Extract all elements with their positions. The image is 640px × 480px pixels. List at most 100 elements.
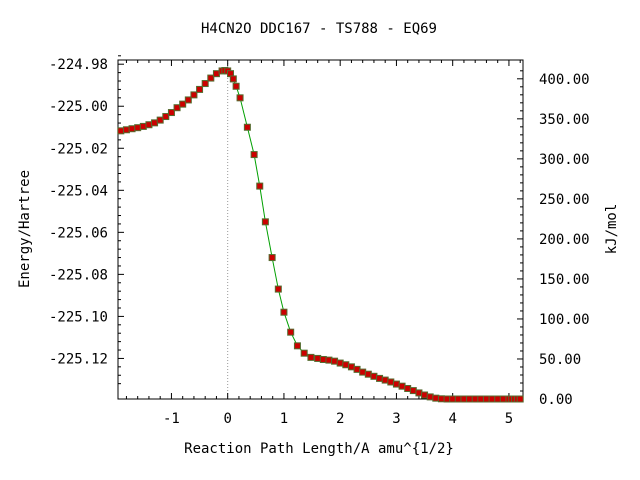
y2-tick-label: 400.00 bbox=[539, 72, 590, 88]
chart-title: H4CN2O DDC167 - TS788 - EQ69 bbox=[201, 21, 437, 37]
data-point bbox=[134, 124, 142, 132]
series-energy bbox=[117, 67, 524, 403]
data-point bbox=[342, 361, 350, 369]
y2-tick-label: 300.00 bbox=[539, 152, 590, 168]
data-point bbox=[460, 395, 468, 403]
data-point bbox=[274, 285, 282, 293]
data-point bbox=[307, 353, 315, 361]
data-point bbox=[482, 395, 490, 403]
data-point bbox=[162, 113, 170, 121]
data-point bbox=[376, 374, 384, 382]
y2-tick-label: 250.00 bbox=[539, 192, 590, 208]
data-point bbox=[392, 380, 400, 388]
data-point bbox=[139, 122, 147, 130]
data-point bbox=[415, 389, 423, 397]
y-tick-label: -225.10 bbox=[49, 309, 108, 325]
data-point bbox=[201, 80, 209, 88]
data-point bbox=[381, 376, 389, 384]
x-tick-label: 4 bbox=[448, 411, 456, 427]
data-point bbox=[250, 151, 258, 159]
y2-tick-label: 150.00 bbox=[539, 272, 590, 288]
data-point bbox=[443, 395, 451, 403]
data-point bbox=[387, 378, 395, 386]
data-point bbox=[243, 123, 251, 131]
data-point bbox=[477, 395, 485, 403]
data-point bbox=[471, 395, 479, 403]
data-point bbox=[179, 100, 187, 108]
data-point bbox=[268, 254, 276, 262]
data-point bbox=[437, 395, 445, 403]
y2-tick-label: 0.00 bbox=[539, 392, 573, 408]
data-point bbox=[261, 218, 269, 226]
data-point bbox=[331, 357, 339, 365]
data-point bbox=[454, 395, 462, 403]
plot-frame bbox=[117, 59, 524, 400]
data-point bbox=[256, 182, 264, 190]
y2-tick-label: 50.00 bbox=[539, 352, 581, 368]
y-tick-label: -225.04 bbox=[49, 183, 108, 199]
x-tick-label: 1 bbox=[280, 411, 288, 427]
data-point bbox=[359, 368, 367, 376]
data-point bbox=[516, 395, 524, 403]
data-point bbox=[353, 365, 361, 373]
x-tick-label: 2 bbox=[336, 411, 344, 427]
data-point bbox=[156, 116, 164, 124]
x-axis-label: Reaction Path Length/A amu^{1/2} bbox=[184, 441, 454, 457]
data-point bbox=[466, 395, 474, 403]
x-tick-label: 0 bbox=[223, 411, 231, 427]
data-point bbox=[409, 387, 417, 395]
y2-axis-label: kJ/mol bbox=[604, 204, 620, 255]
data-point bbox=[229, 75, 237, 83]
data-point bbox=[236, 94, 244, 102]
data-point bbox=[364, 370, 372, 378]
data-point bbox=[336, 359, 344, 367]
data-point bbox=[287, 328, 295, 336]
y-axis-label: Energy/Hartree bbox=[17, 170, 33, 288]
data-point bbox=[314, 354, 322, 362]
data-point bbox=[232, 82, 240, 90]
data-point bbox=[449, 395, 457, 403]
y2-tick-label: 350.00 bbox=[539, 112, 590, 128]
data-point bbox=[421, 391, 429, 399]
data-point bbox=[184, 96, 192, 104]
data-point bbox=[488, 395, 496, 403]
data-point bbox=[404, 384, 412, 392]
x-tick-label: -1 bbox=[163, 411, 180, 427]
data-point bbox=[347, 363, 355, 371]
data-point bbox=[117, 127, 125, 135]
data-point bbox=[494, 395, 502, 403]
data-point bbox=[151, 119, 159, 127]
y-tick-label: -224.98 bbox=[49, 57, 108, 73]
data-point bbox=[122, 126, 130, 134]
x-tick-label: 3 bbox=[392, 411, 400, 427]
data-point bbox=[212, 70, 220, 78]
y-tick-label: -225.06 bbox=[49, 225, 108, 241]
x-tick-label: 5 bbox=[505, 411, 513, 427]
data-point bbox=[325, 356, 333, 364]
data-point bbox=[319, 355, 327, 363]
data-point bbox=[293, 342, 301, 350]
data-point bbox=[196, 85, 204, 93]
data-point bbox=[432, 394, 440, 402]
data-point bbox=[190, 91, 198, 99]
y2-tick-label: 100.00 bbox=[539, 312, 590, 328]
axes: -1 0 1 2 3 4 5 -224.98 -225.00 -225.02 -225.04 -225… bbox=[49, 55, 590, 427]
data-point bbox=[426, 393, 434, 401]
y-tick-label: -225.08 bbox=[49, 267, 108, 283]
series-line bbox=[120, 70, 521, 400]
data-point bbox=[167, 109, 175, 117]
data-point bbox=[370, 372, 378, 380]
y-tick-label: -225.00 bbox=[49, 99, 108, 115]
data-point bbox=[128, 125, 136, 133]
data-point bbox=[300, 349, 308, 357]
data-point bbox=[207, 74, 215, 82]
y-tick-label: -225.12 bbox=[49, 351, 108, 367]
data-point bbox=[280, 308, 288, 316]
data-point bbox=[145, 121, 153, 129]
data-point bbox=[173, 104, 181, 112]
y-tick-label: -225.02 bbox=[49, 141, 108, 157]
data-point bbox=[398, 382, 406, 390]
y2-tick-label: 200.00 bbox=[539, 232, 590, 248]
data-point bbox=[499, 395, 507, 403]
